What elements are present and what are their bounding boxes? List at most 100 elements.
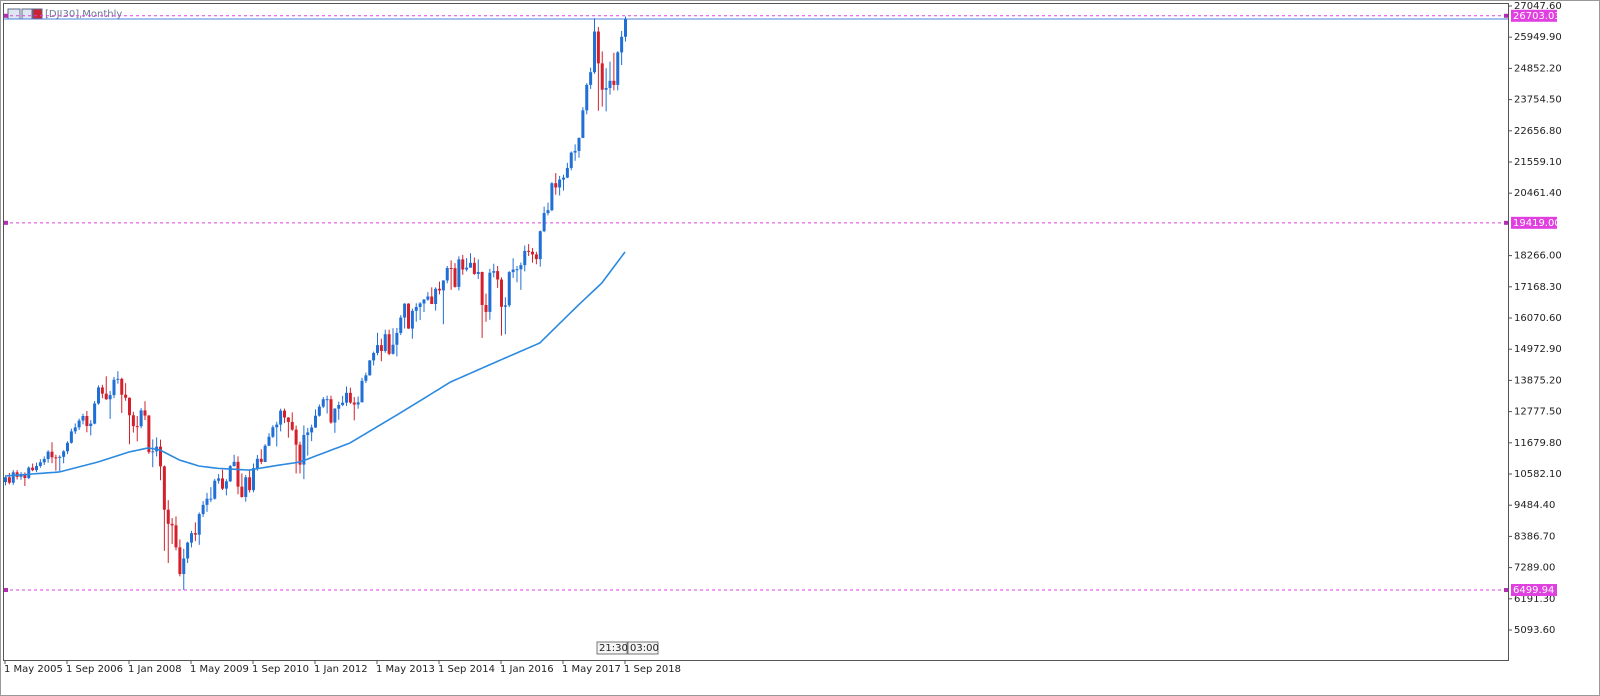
candle-body — [224, 481, 228, 489]
y-tick-label: 5093.60 — [1514, 625, 1555, 636]
x-tick-label: 1 May 2005 — [4, 664, 63, 675]
candle-body — [69, 431, 73, 443]
x-tick-label: 1 Sep 2018 — [624, 664, 681, 675]
candle-body — [399, 317, 403, 333]
candle-body — [449, 268, 453, 270]
candle-body — [104, 393, 108, 400]
candle-body — [523, 250, 527, 266]
candle-body — [170, 523, 174, 526]
candle-body — [445, 268, 449, 281]
candle-body — [174, 525, 178, 548]
candle-body — [511, 269, 515, 273]
candle-body — [58, 456, 62, 458]
candle-body — [376, 345, 379, 353]
candle-body — [418, 303, 422, 307]
candle-body — [352, 402, 356, 405]
candle-body — [178, 547, 182, 575]
x-tick-label: 1 May 2017 — [562, 664, 621, 675]
candles — [4, 16, 627, 591]
candle-body — [379, 345, 383, 351]
candle-body — [395, 332, 399, 345]
candle-body — [193, 533, 197, 535]
y-tick-label: 7289.00 — [1514, 563, 1555, 574]
candle-body — [469, 262, 472, 268]
y-tick-label: 12777.50 — [1514, 407, 1562, 418]
candle-body — [128, 397, 131, 416]
candle-body — [77, 420, 81, 428]
candle-body — [228, 466, 232, 482]
x-tick-label: 1 Jan 2016 — [500, 664, 554, 675]
candle-body — [604, 87, 608, 90]
candle-body — [244, 477, 248, 497]
candle-body — [81, 416, 85, 421]
candle-body — [275, 424, 279, 428]
candle-body — [62, 451, 66, 457]
candle-body — [73, 427, 77, 432]
candle-body — [93, 403, 97, 424]
candle-body — [329, 399, 333, 423]
candle-body — [430, 296, 434, 305]
candle-body — [209, 498, 213, 500]
candle-body — [581, 110, 585, 138]
candle-body — [135, 426, 139, 428]
level-label-box — [1511, 9, 1557, 22]
candle-body — [11, 472, 15, 483]
candle-body — [624, 19, 627, 37]
y-tick-label: 22656.80 — [1514, 126, 1562, 137]
candle-body — [182, 558, 186, 575]
candle-body — [500, 279, 503, 307]
candle-body — [333, 408, 337, 423]
x-tick-label: 1 Jan 2012 — [314, 664, 368, 675]
candle-body — [612, 80, 616, 85]
x-tick-label: 1 Sep 2010 — [252, 664, 309, 675]
candle-body — [391, 344, 395, 354]
y-tick-label: 10582.10 — [1514, 469, 1562, 480]
candle-body — [159, 446, 162, 467]
candle-body — [54, 457, 58, 459]
y-tick-label: 23754.50 — [1514, 95, 1562, 106]
y-tick-label: 13875.20 — [1514, 375, 1562, 386]
candle-body — [438, 288, 441, 291]
candle-body — [387, 334, 391, 354]
level-label-box — [1511, 216, 1557, 229]
candle-body — [197, 514, 201, 535]
candle-body — [217, 478, 221, 481]
candle-body — [507, 272, 511, 306]
candle-body — [263, 445, 267, 462]
candle-body — [422, 299, 426, 304]
candle-body — [186, 542, 190, 559]
y-tick-label: 21559.10 — [1514, 157, 1562, 168]
y-tick-label: 27047.60 — [1514, 1, 1562, 12]
candle-body — [616, 52, 620, 85]
candle-body — [35, 465, 38, 471]
candle-body — [271, 427, 275, 437]
candle-body — [457, 259, 461, 287]
candle-body — [426, 296, 430, 300]
candle-body — [151, 451, 155, 453]
candle-body — [286, 417, 290, 422]
y-tick-label: 24852.20 — [1514, 63, 1562, 74]
candle-body — [46, 451, 50, 460]
candle-body — [360, 380, 364, 403]
candle-body — [66, 442, 69, 452]
candle-body — [213, 480, 217, 499]
candle-body — [240, 486, 244, 497]
time-marker: 03:00 — [630, 643, 659, 654]
candle-body — [465, 267, 469, 270]
candle-body — [337, 405, 341, 409]
candle-body — [484, 304, 488, 312]
toolbar-icon — [7, 8, 43, 20]
candle-body — [341, 402, 345, 406]
y-tick-label: 14972.90 — [1514, 344, 1562, 355]
candle-body — [546, 210, 550, 214]
candle-body — [143, 410, 147, 416]
candle-body — [31, 467, 35, 471]
y-tick-label: 6191.30 — [1514, 594, 1555, 605]
candle-body — [434, 288, 438, 305]
candle-body — [236, 461, 240, 487]
candle-body — [593, 31, 596, 73]
candle-body — [248, 477, 252, 491]
candle-body — [480, 271, 484, 305]
plot-frame — [3, 3, 1509, 661]
